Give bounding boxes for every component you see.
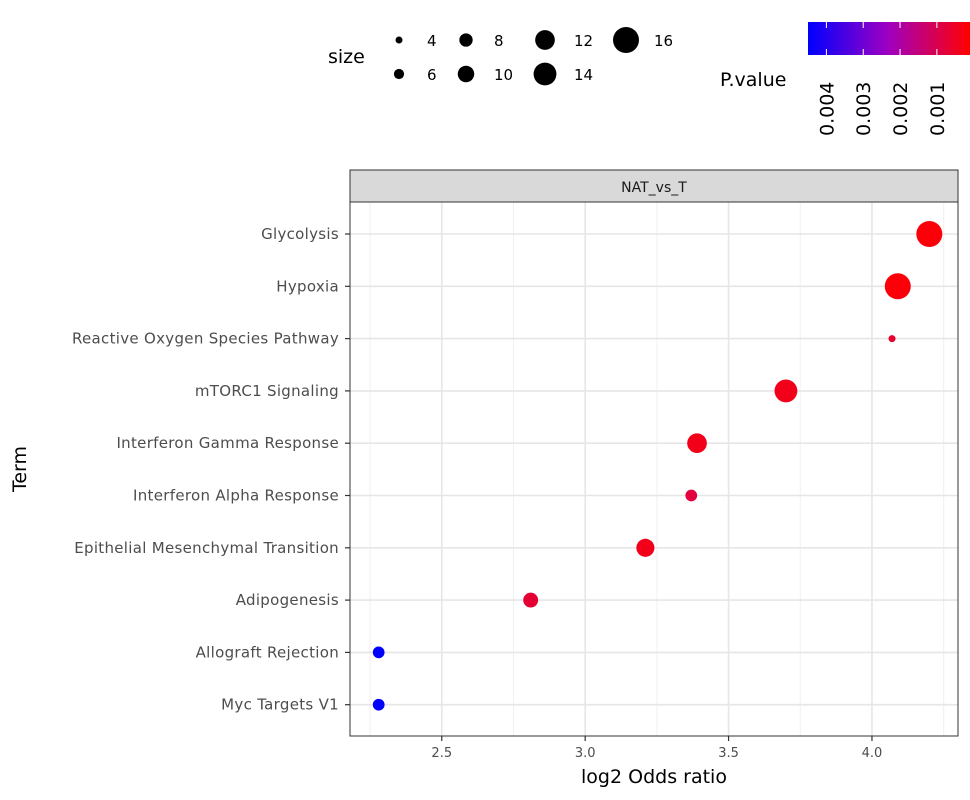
size-legend-label: 12 <box>574 32 593 50</box>
y-tick-label: Hypoxia <box>276 277 339 295</box>
size-legend-label: 8 <box>494 32 504 50</box>
y-axis-title: Term <box>9 446 31 493</box>
color-bar <box>808 22 970 55</box>
data-point <box>774 379 798 403</box>
data-point <box>916 221 943 247</box>
y-tick-label: Glycolysis <box>261 225 339 243</box>
size-legend-key <box>457 65 475 83</box>
size-legend-label: 6 <box>427 66 437 84</box>
size-legend-key <box>533 62 557 86</box>
data-point <box>685 489 698 502</box>
data-point <box>636 538 655 557</box>
data-point <box>888 335 896 343</box>
x-tick-label: 3.5 <box>718 746 739 761</box>
data-point <box>884 273 911 300</box>
size-legend-label: 14 <box>574 66 593 84</box>
y-tick-label: Allograft Rejection <box>196 643 339 661</box>
y-tick-label: Myc Targets V1 <box>221 696 339 714</box>
data-point <box>372 646 385 659</box>
data-point <box>523 592 539 608</box>
x-tick-label: 4.0 <box>862 746 883 761</box>
colorbar-label: 0.004 <box>816 82 838 136</box>
color-legend: P.value 0.004 0.003 0.002 0.001 <box>720 22 970 136</box>
data-point <box>687 433 707 454</box>
colorbar-label: 0.001 <box>927 82 949 136</box>
y-tick-label: mTORC1 Signaling <box>195 382 339 400</box>
size-legend-label: 10 <box>494 66 513 84</box>
y-tick-label: Reactive Oxygen Species Pathway <box>72 330 339 348</box>
size-legend-key <box>459 33 473 47</box>
x-tick-label: 2.5 <box>431 746 452 761</box>
colorbar-label: 0.002 <box>890 82 912 136</box>
size-legend-label: 16 <box>654 32 673 50</box>
y-tick-label: Interferon Alpha Response <box>133 487 339 505</box>
x-axis-title: log2 Odds ratio <box>581 766 727 788</box>
data-point <box>372 698 385 711</box>
y-tick-label: Interferon Gamma Response <box>116 434 339 452</box>
size-legend-label: 4 <box>427 32 437 50</box>
facet-label: NAT_vs_T <box>621 180 687 196</box>
panel-border <box>349 201 959 737</box>
plot-panel <box>350 202 958 736</box>
facet-strip <box>349 169 959 203</box>
y-tick-label: Epithelial Mesenchymal Transition <box>74 539 339 557</box>
y-tick-label: Adipogenesis <box>236 591 339 609</box>
x-tick-label: 3.0 <box>575 746 596 761</box>
size-legend: size 4 8 12 16 6 10 14 <box>328 27 673 86</box>
size-legend-key <box>393 68 405 80</box>
size-legend-title: size <box>328 46 365 68</box>
colorbar-label: 0.003 <box>853 82 875 136</box>
size-legend-key <box>613 27 639 53</box>
size-legend-key <box>535 30 555 50</box>
color-legend-title: P.value <box>720 69 786 91</box>
size-legend-key <box>395 36 403 44</box>
